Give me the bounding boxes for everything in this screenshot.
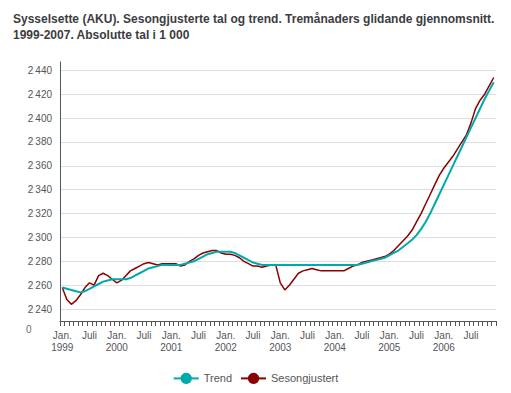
svg-text:2 240: 2 240 bbox=[28, 304, 53, 315]
svg-text:Juli: Juli bbox=[137, 330, 152, 341]
svg-text:2001: 2001 bbox=[160, 342, 183, 353]
svg-text:2 440: 2 440 bbox=[28, 65, 53, 76]
svg-text:Jan.: Jan. bbox=[107, 330, 126, 341]
svg-text:2002: 2002 bbox=[215, 342, 238, 353]
svg-text:Jan.: Jan. bbox=[325, 330, 344, 341]
svg-text:2005: 2005 bbox=[378, 342, 401, 353]
svg-text:2006: 2006 bbox=[433, 342, 456, 353]
svg-text:Sesongjustert: Sesongjustert bbox=[271, 372, 338, 384]
svg-text:Juli: Juli bbox=[300, 330, 315, 341]
svg-text:Jan.: Jan. bbox=[434, 330, 453, 341]
svg-text:Juli: Juli bbox=[409, 330, 424, 341]
svg-text:2 360: 2 360 bbox=[28, 160, 53, 171]
svg-text:Jan.: Jan. bbox=[216, 330, 235, 341]
svg-text:1999: 1999 bbox=[51, 342, 74, 353]
svg-text:2 380: 2 380 bbox=[28, 136, 53, 147]
svg-text:2 280: 2 280 bbox=[28, 256, 53, 267]
svg-text:Juli: Juli bbox=[191, 330, 206, 341]
svg-text:Juli: Juli bbox=[246, 330, 261, 341]
svg-text:Juli: Juli bbox=[355, 330, 370, 341]
svg-text:Sysselsette (AKU). Sesongjuste: Sysselsette (AKU). Sesongjusterte tal og… bbox=[13, 12, 498, 26]
svg-text:2 420: 2 420 bbox=[28, 89, 53, 100]
svg-text:2003: 2003 bbox=[269, 342, 292, 353]
svg-text:Juli: Juli bbox=[82, 330, 97, 341]
svg-text:Jan.: Jan. bbox=[271, 330, 290, 341]
svg-text:1999-2007. Absolutte tal i 1 0: 1999-2007. Absolutte tal i 1 000 bbox=[13, 28, 190, 42]
svg-text:2 320: 2 320 bbox=[28, 208, 53, 219]
svg-text:2004: 2004 bbox=[324, 342, 347, 353]
svg-text:Jan.: Jan. bbox=[53, 330, 72, 341]
svg-text:Jan.: Jan. bbox=[162, 330, 181, 341]
svg-text:2 400: 2 400 bbox=[28, 113, 53, 124]
svg-text:2000: 2000 bbox=[106, 342, 129, 353]
svg-text:Juli: Juli bbox=[464, 330, 479, 341]
svg-text:Jan.: Jan. bbox=[380, 330, 399, 341]
svg-text:Trend: Trend bbox=[204, 372, 232, 384]
svg-text:0: 0 bbox=[26, 324, 32, 335]
svg-text:2 340: 2 340 bbox=[28, 184, 53, 195]
svg-text:2 260: 2 260 bbox=[28, 280, 53, 291]
svg-text:2 300: 2 300 bbox=[28, 232, 53, 243]
